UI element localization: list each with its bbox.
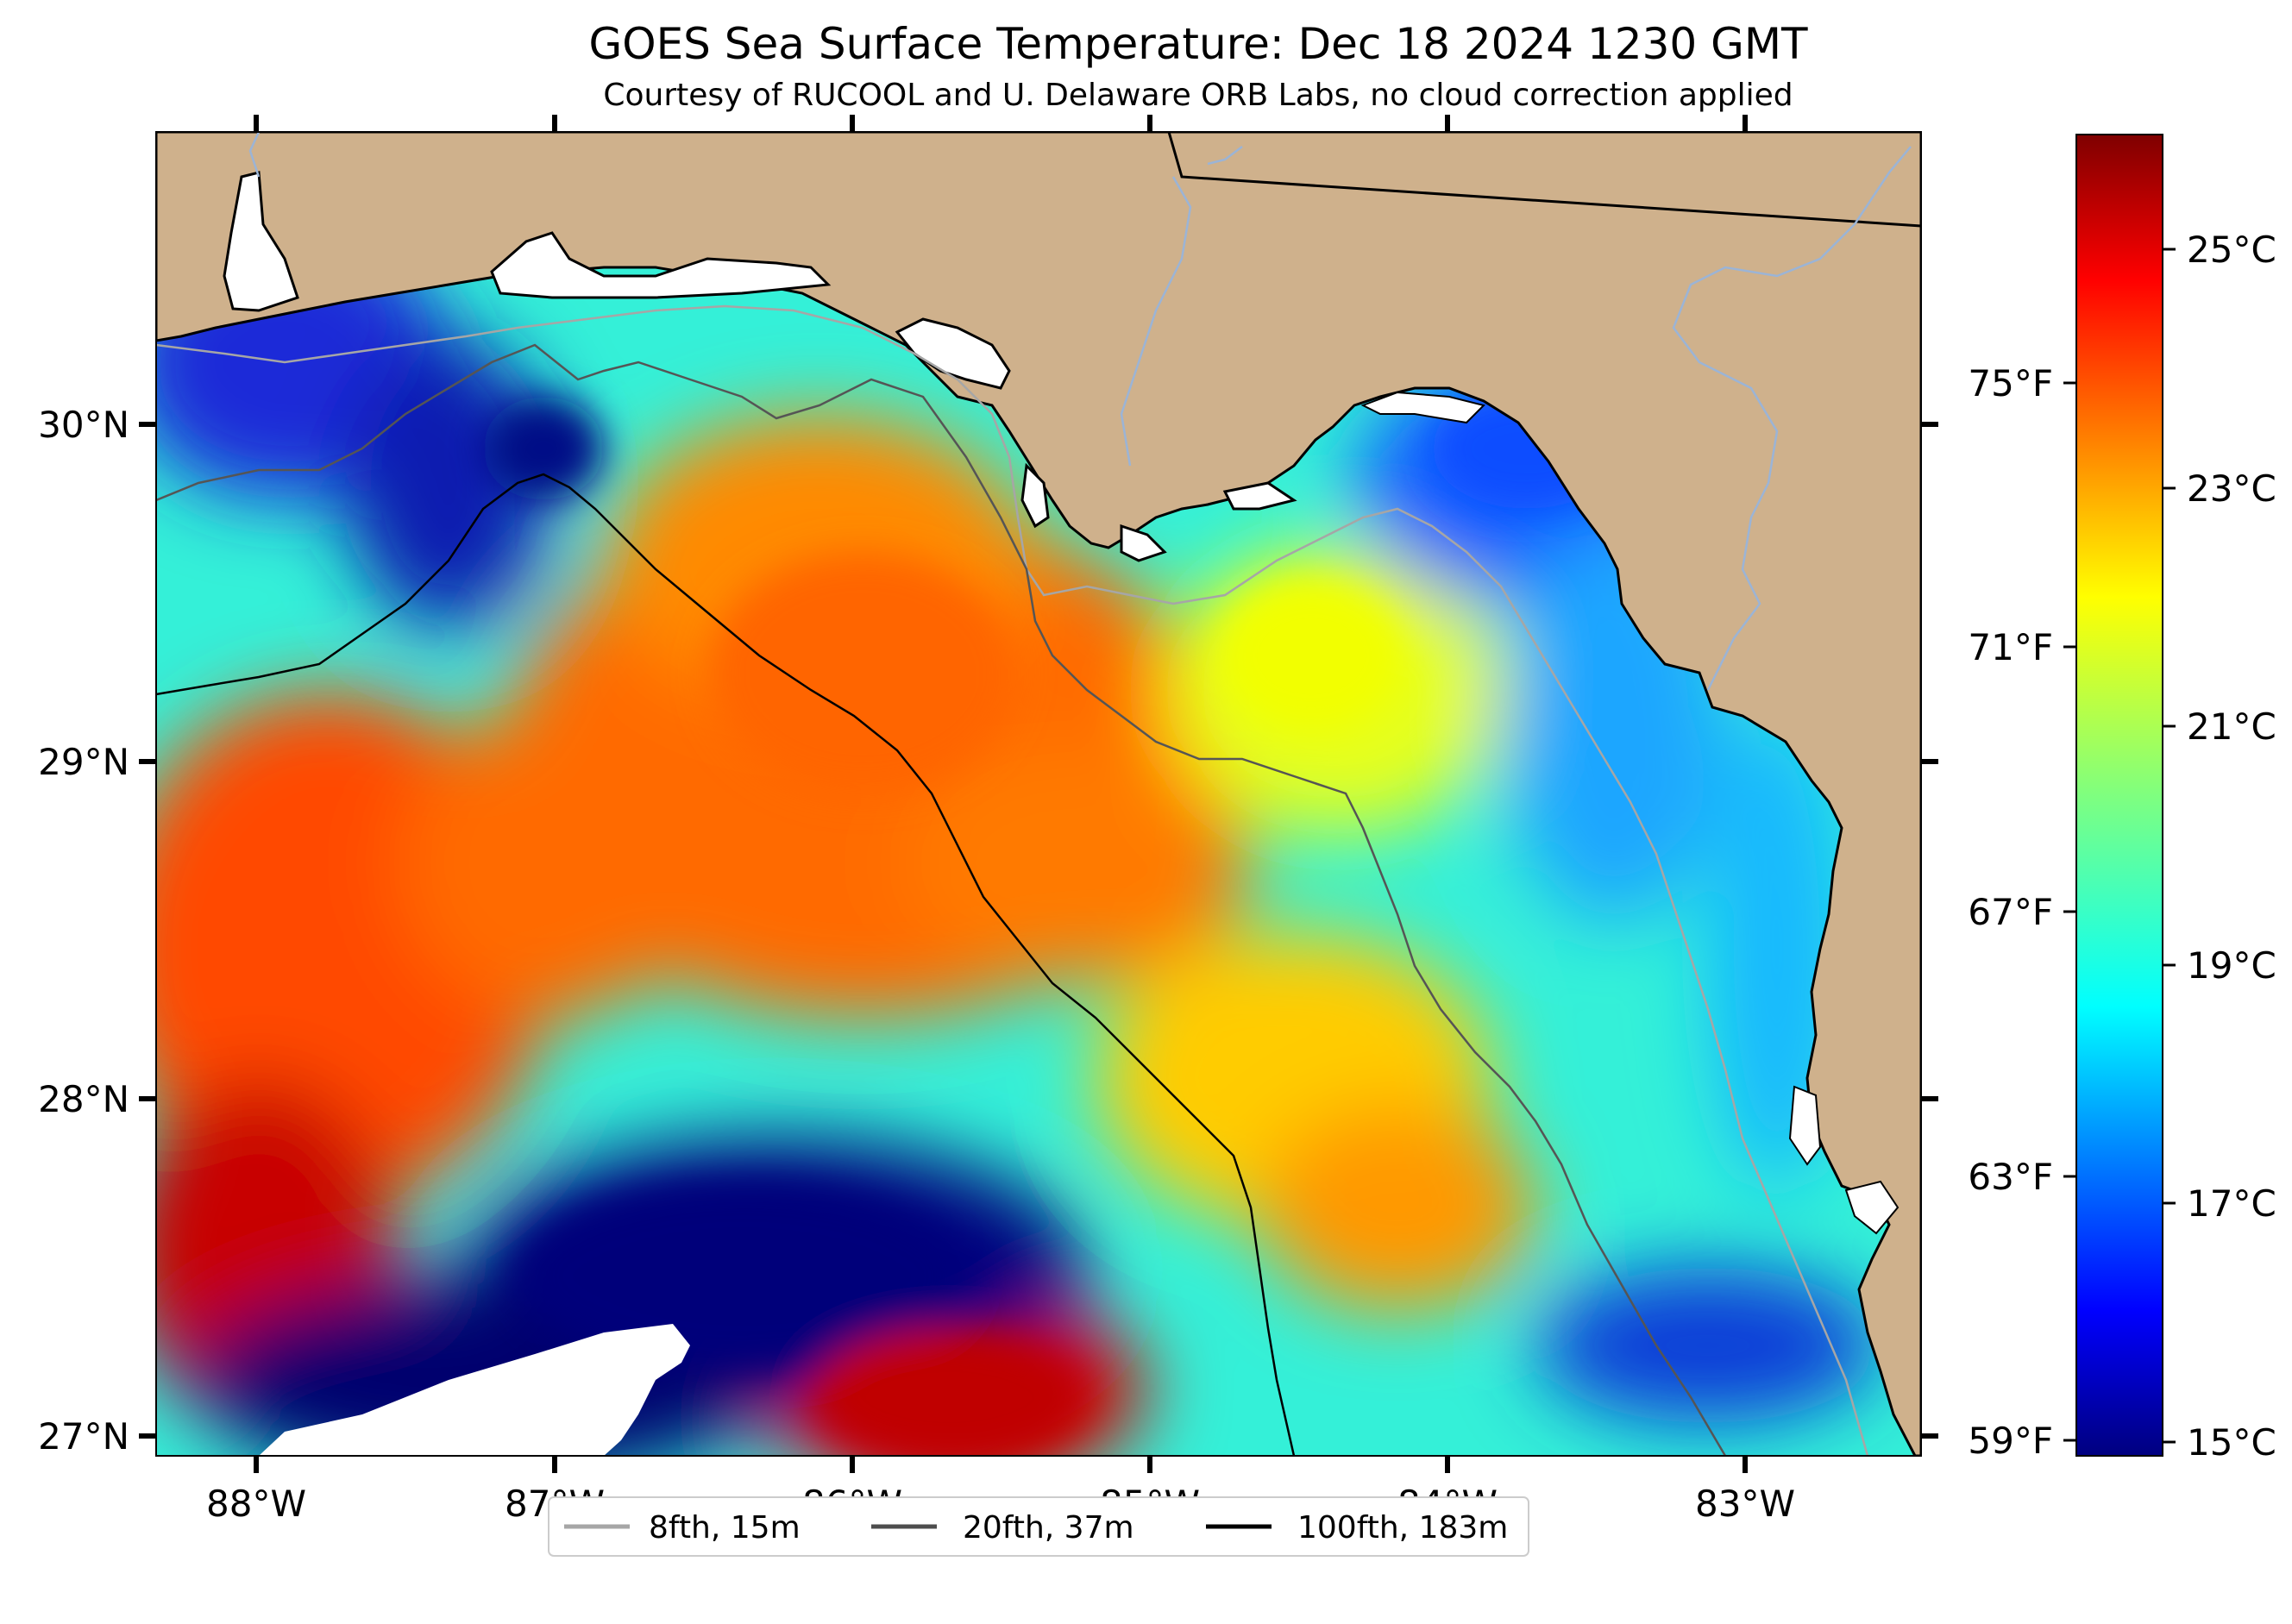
cbar-f-67: 67°F <box>1968 891 2053 933</box>
isobath-8fth <box>156 304 1869 1456</box>
lon-label-83w: 83°W <box>1695 1483 1795 1525</box>
map-area <box>156 132 1921 1456</box>
lat-label-29n: 29°N <box>38 741 129 783</box>
cbar-c-25: 25°C <box>2187 229 2276 271</box>
cbar-c-23: 23°C <box>2187 467 2276 510</box>
cbar-c-19: 19°C <box>2187 944 2276 987</box>
map-frame <box>155 131 1922 1457</box>
lon-label-88w: 88°W <box>206 1483 306 1525</box>
state-border <box>1167 132 1921 228</box>
cbar-c-21: 21°C <box>2187 705 2276 748</box>
lat-label-30n: 30°N <box>38 404 129 446</box>
lat-label-28n: 28°N <box>38 1078 129 1120</box>
cbar-f-59: 59°F <box>1968 1420 2053 1462</box>
lat-label-27n: 27°N <box>38 1415 129 1458</box>
map-title: GOES Sea Surface Temperature: Dec 18 202… <box>588 19 1808 69</box>
colorbar: 25°C 23°C 21°C 19°C 17°C 15°C 75°F 71°F … <box>1968 134 2276 1464</box>
lat-axis: 30°N 29°N 28°N 27°N <box>38 404 1938 1458</box>
legend: 8fth, 15m 20fth, 37m 100fth, 183m <box>548 1496 1529 1557</box>
cbar-f-63: 63°F <box>1968 1156 2053 1198</box>
legend-label-20fth: 20fth, 37m <box>963 1510 1134 1546</box>
map-subtitle: Courtesy of RUCOOL and U. Delaware ORB L… <box>603 78 1793 113</box>
no-data-region <box>259 1324 690 1456</box>
rivers <box>248 132 1912 691</box>
cbar-c-17: 17°C <box>2187 1182 2276 1225</box>
colorbar-gradient <box>2075 134 2163 1457</box>
legend-label-100fth: 100fth, 183m <box>1297 1510 1508 1546</box>
isobath-20fth <box>156 343 1727 1456</box>
cbar-f-71: 71°F <box>1968 626 2053 668</box>
cbar-c-15: 15°C <box>2187 1421 2276 1464</box>
cbar-f-75: 75°F <box>1968 362 2053 404</box>
isobath-100fth <box>156 473 1296 1456</box>
legend-label-8fth: 8fth, 15m <box>649 1510 801 1546</box>
